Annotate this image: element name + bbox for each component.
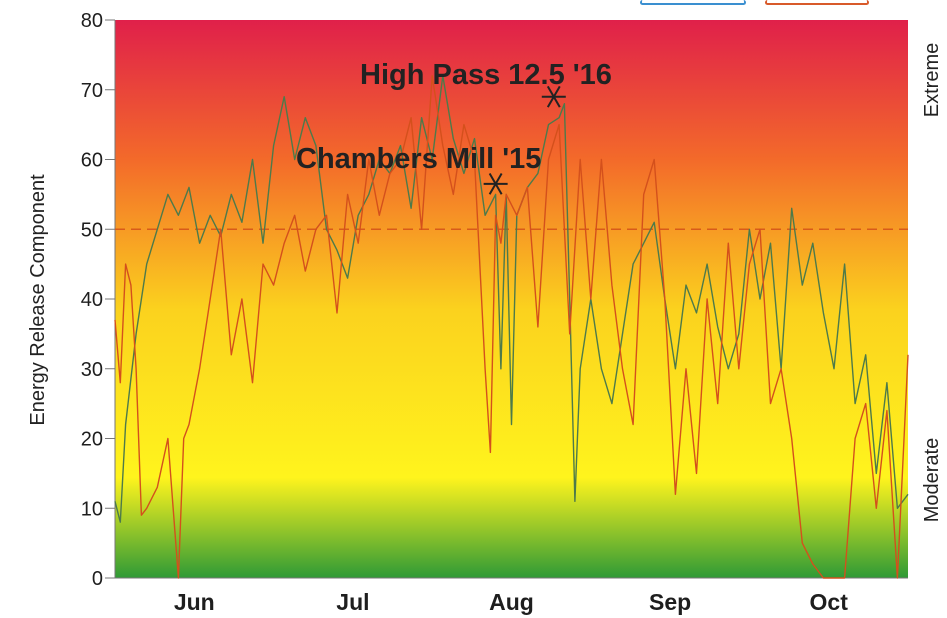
y-axis-label: Energy Release Component [27,174,49,426]
x-tick-label: Sep [649,589,691,615]
y-axis: 0 10 20 30 40 50 60 70 80 [81,10,115,590]
plot-background [115,20,908,578]
x-tick-label: Aug [489,589,534,615]
annotation-markers [483,85,566,195]
y-tick-label: 10 [81,498,103,520]
legend-swatch-blue [640,0,746,5]
series-line-0 [114,75,909,523]
y-tick-label: 70 [81,80,103,102]
series-line-1 [114,75,909,579]
x-tick-label: Jun [174,589,215,615]
y-tick-label: 80 [81,10,103,32]
y-tick-label: 50 [81,219,103,241]
y-tick-label: 40 [81,289,103,311]
series-group [114,75,909,579]
legend-swatch-red [765,0,869,5]
y-tick-label: 30 [81,359,103,381]
y-tick-label: 20 [81,429,103,451]
right-label-moderate: Moderate [921,438,943,523]
x-tick-label: Oct [810,589,849,615]
y-tick-label: 60 [81,150,103,172]
annotation-marker-0 [541,85,566,108]
right-label-extreme: Extreme [921,43,943,117]
annotation-marker-1 [483,173,508,195]
annotation-high-pass: High Pass 12.5 '16 [360,59,612,91]
annotation-chambers-mill: Chambers Mill '15 [296,143,541,175]
x-axis: Jun Jul Aug Sep Oct [174,589,848,615]
y-tick-label: 0 [92,568,103,590]
x-tick-label: Jul [336,589,369,615]
